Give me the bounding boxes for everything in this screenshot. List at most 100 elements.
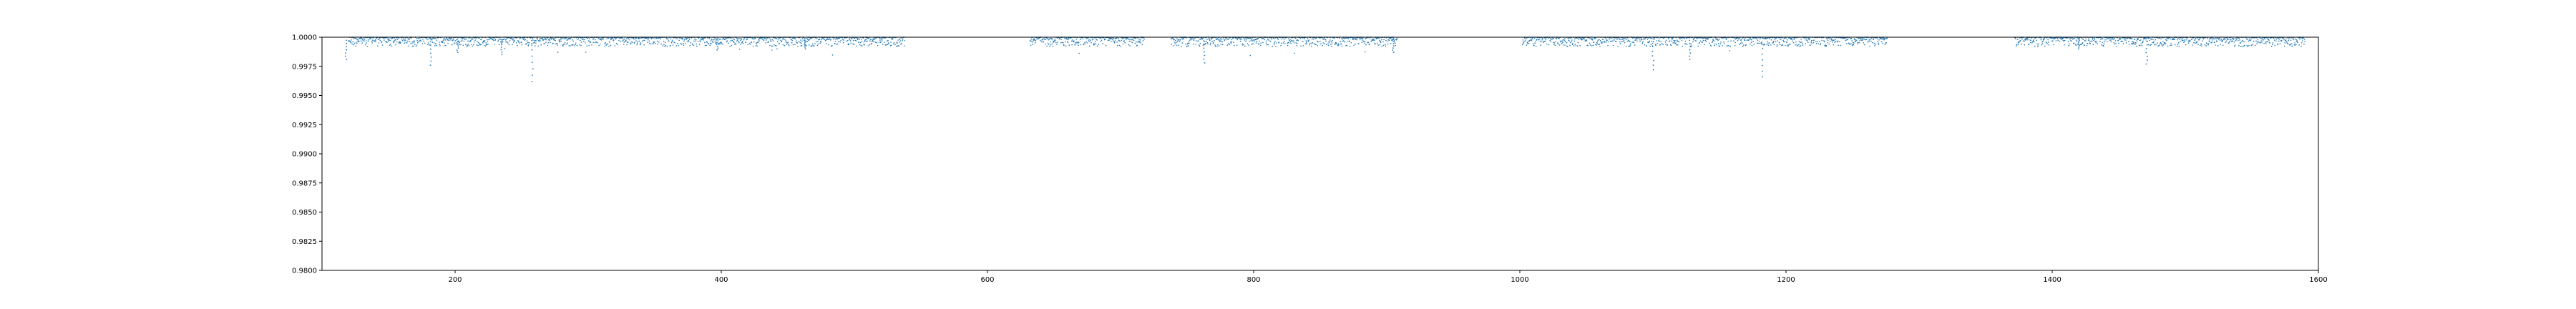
data-point [814, 45, 815, 46]
data-point [886, 44, 887, 46]
data-point [1256, 39, 1258, 40]
data-point [1623, 38, 1624, 39]
data-point [1093, 44, 1096, 46]
y-tick-label: 1.0000 [292, 34, 317, 42]
data-point [1300, 45, 1302, 47]
data-point [463, 37, 464, 39]
dip-point [1689, 42, 1691, 44]
data-point [1127, 38, 1128, 39]
dip-point [2077, 43, 2079, 45]
data-point [901, 37, 903, 39]
data-point [2222, 39, 2223, 41]
data-point [1275, 42, 1277, 44]
data-point [648, 37, 650, 39]
data-point [1723, 37, 1725, 39]
data-point [1823, 41, 1825, 43]
data-point [1719, 43, 1722, 45]
data-point [1748, 39, 1750, 41]
data-point [1805, 43, 1807, 44]
data-point [1171, 37, 1173, 39]
data-point [708, 38, 710, 40]
data-point [2057, 37, 2058, 39]
data-point [447, 39, 449, 41]
data-point [1798, 40, 1800, 42]
data-point [1599, 46, 1601, 47]
data-point [2272, 42, 2274, 44]
data-point [779, 43, 781, 44]
data-point [1767, 37, 1769, 39]
data-point [1870, 40, 1872, 42]
data-point [1181, 42, 1184, 44]
data-point [1174, 41, 1176, 43]
data-point [366, 42, 368, 44]
data-point [1078, 52, 1080, 54]
data-point [2260, 40, 2262, 41]
data-point [1686, 38, 1687, 39]
data-point [2137, 38, 2140, 40]
data-point [676, 38, 678, 40]
data-point [1364, 41, 1365, 43]
data-point [1303, 38, 1305, 39]
data-point [1340, 43, 1342, 45]
data-point [444, 38, 446, 40]
data-point [1657, 42, 1659, 44]
data-point [1586, 40, 1588, 41]
data-point [369, 38, 371, 40]
data-point [460, 41, 462, 42]
data-point [2160, 43, 2162, 44]
data-point [1204, 41, 1206, 42]
data-point [2221, 41, 2223, 43]
data-point [2124, 39, 2125, 41]
data-point [351, 43, 353, 45]
data-point [2283, 37, 2285, 39]
data-point [2245, 38, 2248, 39]
data-point [731, 44, 733, 46]
data-point [1825, 44, 1828, 46]
data-point [1264, 39, 1266, 41]
data-point [720, 39, 722, 40]
data-point [2218, 39, 2220, 40]
data-point [1651, 40, 1653, 42]
data-point [362, 39, 364, 41]
y-tick-label: 0.9925 [292, 122, 317, 129]
data-point [1636, 37, 1639, 39]
data-point [1542, 41, 1544, 44]
data-point [1656, 40, 1657, 41]
data-point [1088, 40, 1090, 42]
data-point [1831, 39, 1833, 41]
data-point [413, 40, 414, 42]
data-point [557, 52, 559, 53]
data-point [2207, 43, 2210, 44]
data-point [1226, 44, 1229, 46]
data-point [1244, 39, 1246, 41]
data-point [1297, 39, 1299, 41]
data-point [412, 45, 414, 47]
data-point [656, 40, 658, 42]
data-point [2293, 37, 2294, 39]
data-point [2051, 37, 2054, 39]
data-point [517, 45, 518, 46]
data-point [1704, 39, 1707, 41]
data-point [2195, 37, 2197, 39]
data-point [1611, 37, 1613, 39]
data-point [462, 38, 463, 39]
data-point [748, 42, 751, 44]
data-point [2210, 42, 2212, 44]
data-point [866, 39, 868, 40]
data-point [880, 37, 882, 39]
data-point [1361, 38, 1362, 39]
data-point [1289, 41, 1292, 42]
data-point [2092, 38, 2093, 40]
data-point [472, 45, 473, 47]
data-point [1128, 40, 1131, 42]
data-point [853, 44, 855, 46]
data-point [2286, 42, 2288, 44]
data-point [1777, 40, 1779, 41]
data-point [849, 38, 850, 39]
data-point [2201, 45, 2202, 47]
data-point [1262, 41, 1264, 44]
data-point [2249, 38, 2250, 39]
data-point [900, 44, 902, 45]
data-point [394, 39, 396, 41]
data-point [1886, 37, 1888, 39]
